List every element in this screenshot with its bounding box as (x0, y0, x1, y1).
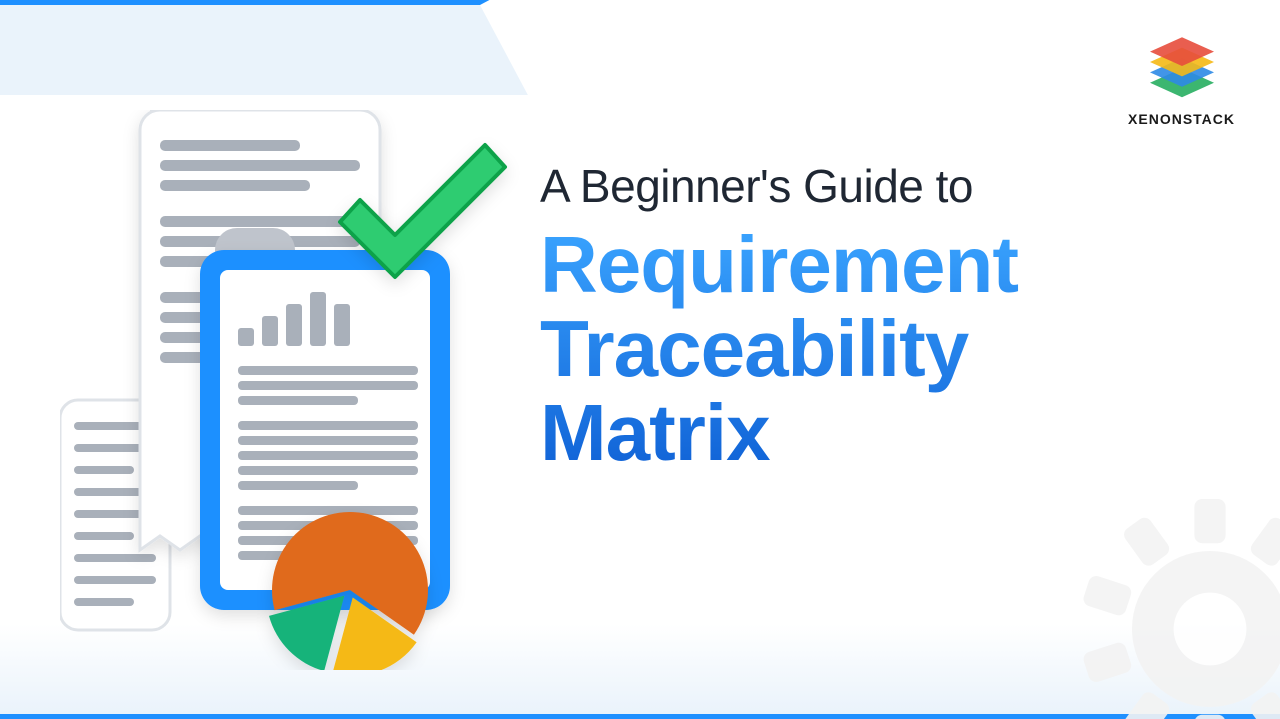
title-line-1: Requirement (540, 220, 1018, 309)
brand-logo: XENONSTACK (1128, 30, 1235, 127)
headline-subtitle: A Beginner's Guide to (540, 160, 1240, 213)
headline-block: A Beginner's Guide to Requirement Tracea… (540, 160, 1240, 475)
banner-canvas: XENONSTACK A Beginner's Guide to Require… (0, 0, 1280, 719)
documents-illustration (60, 110, 520, 670)
title-line-3: Matrix (540, 388, 770, 477)
gear-icon (1080, 499, 1280, 719)
logo-icon (1141, 30, 1223, 102)
brand-name: XENONSTACK (1128, 111, 1235, 127)
title-line-2: Traceability (540, 304, 968, 393)
headline-title: Requirement Traceability Matrix (540, 223, 1240, 475)
